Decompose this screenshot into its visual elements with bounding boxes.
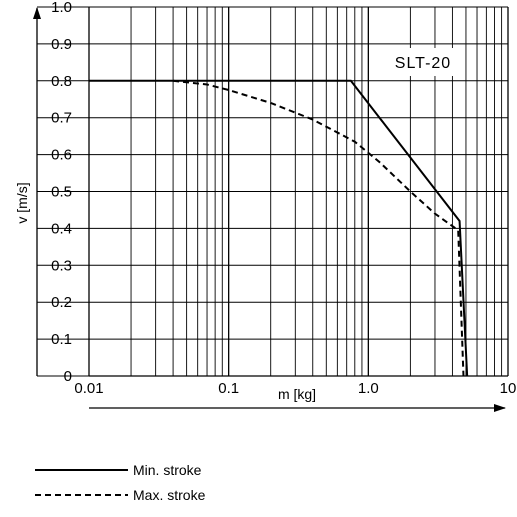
- y-tick-label: 0.4: [51, 220, 72, 237]
- series-line-max-stroke: [172, 79, 465, 377]
- x-tick-label: 1.0: [358, 380, 379, 397]
- annotation-label: SLT-20: [395, 55, 451, 72]
- x-axis-label: m [kg]: [278, 386, 316, 402]
- legend-label-min-stroke: Min. stroke: [133, 462, 202, 478]
- y-tick-label: 0.6: [51, 147, 72, 164]
- curves: [89, 79, 469, 377]
- legend-label-max-stroke: Max. stroke: [133, 487, 206, 503]
- y-tick-label: 0.3: [51, 257, 72, 274]
- y-tick-label: 0.8: [51, 73, 72, 90]
- annotation-box: [381, 48, 465, 76]
- y-tick-label: 0.9: [51, 36, 72, 53]
- x-tick-label: 0.01: [74, 380, 103, 397]
- ticks: 0 0.1 0.2 0.3 0.4 0.5 0.6 0.7 0.8 0.9 1.0 0.01 0.1 1.…: [37, 0, 516, 397]
- x-tick-label: 10: [500, 380, 517, 397]
- y-axis-label: v [m/s]: [14, 182, 30, 223]
- y-tick-label: 0.1: [51, 331, 72, 348]
- y-tick-label: 1.0: [51, 0, 72, 16]
- y-tick-label: 0.5: [51, 184, 72, 201]
- x-tick-label: 0.1: [218, 380, 239, 397]
- legend: Min. stroke Max. stroke: [35, 462, 206, 503]
- y-tick-label: 0.2: [51, 294, 72, 311]
- series-line-min-stroke: [89, 79, 469, 377]
- y-tick-label: 0.7: [51, 110, 72, 127]
- y-tick-label: 0: [64, 368, 72, 385]
- grid: [88, 6, 509, 377]
